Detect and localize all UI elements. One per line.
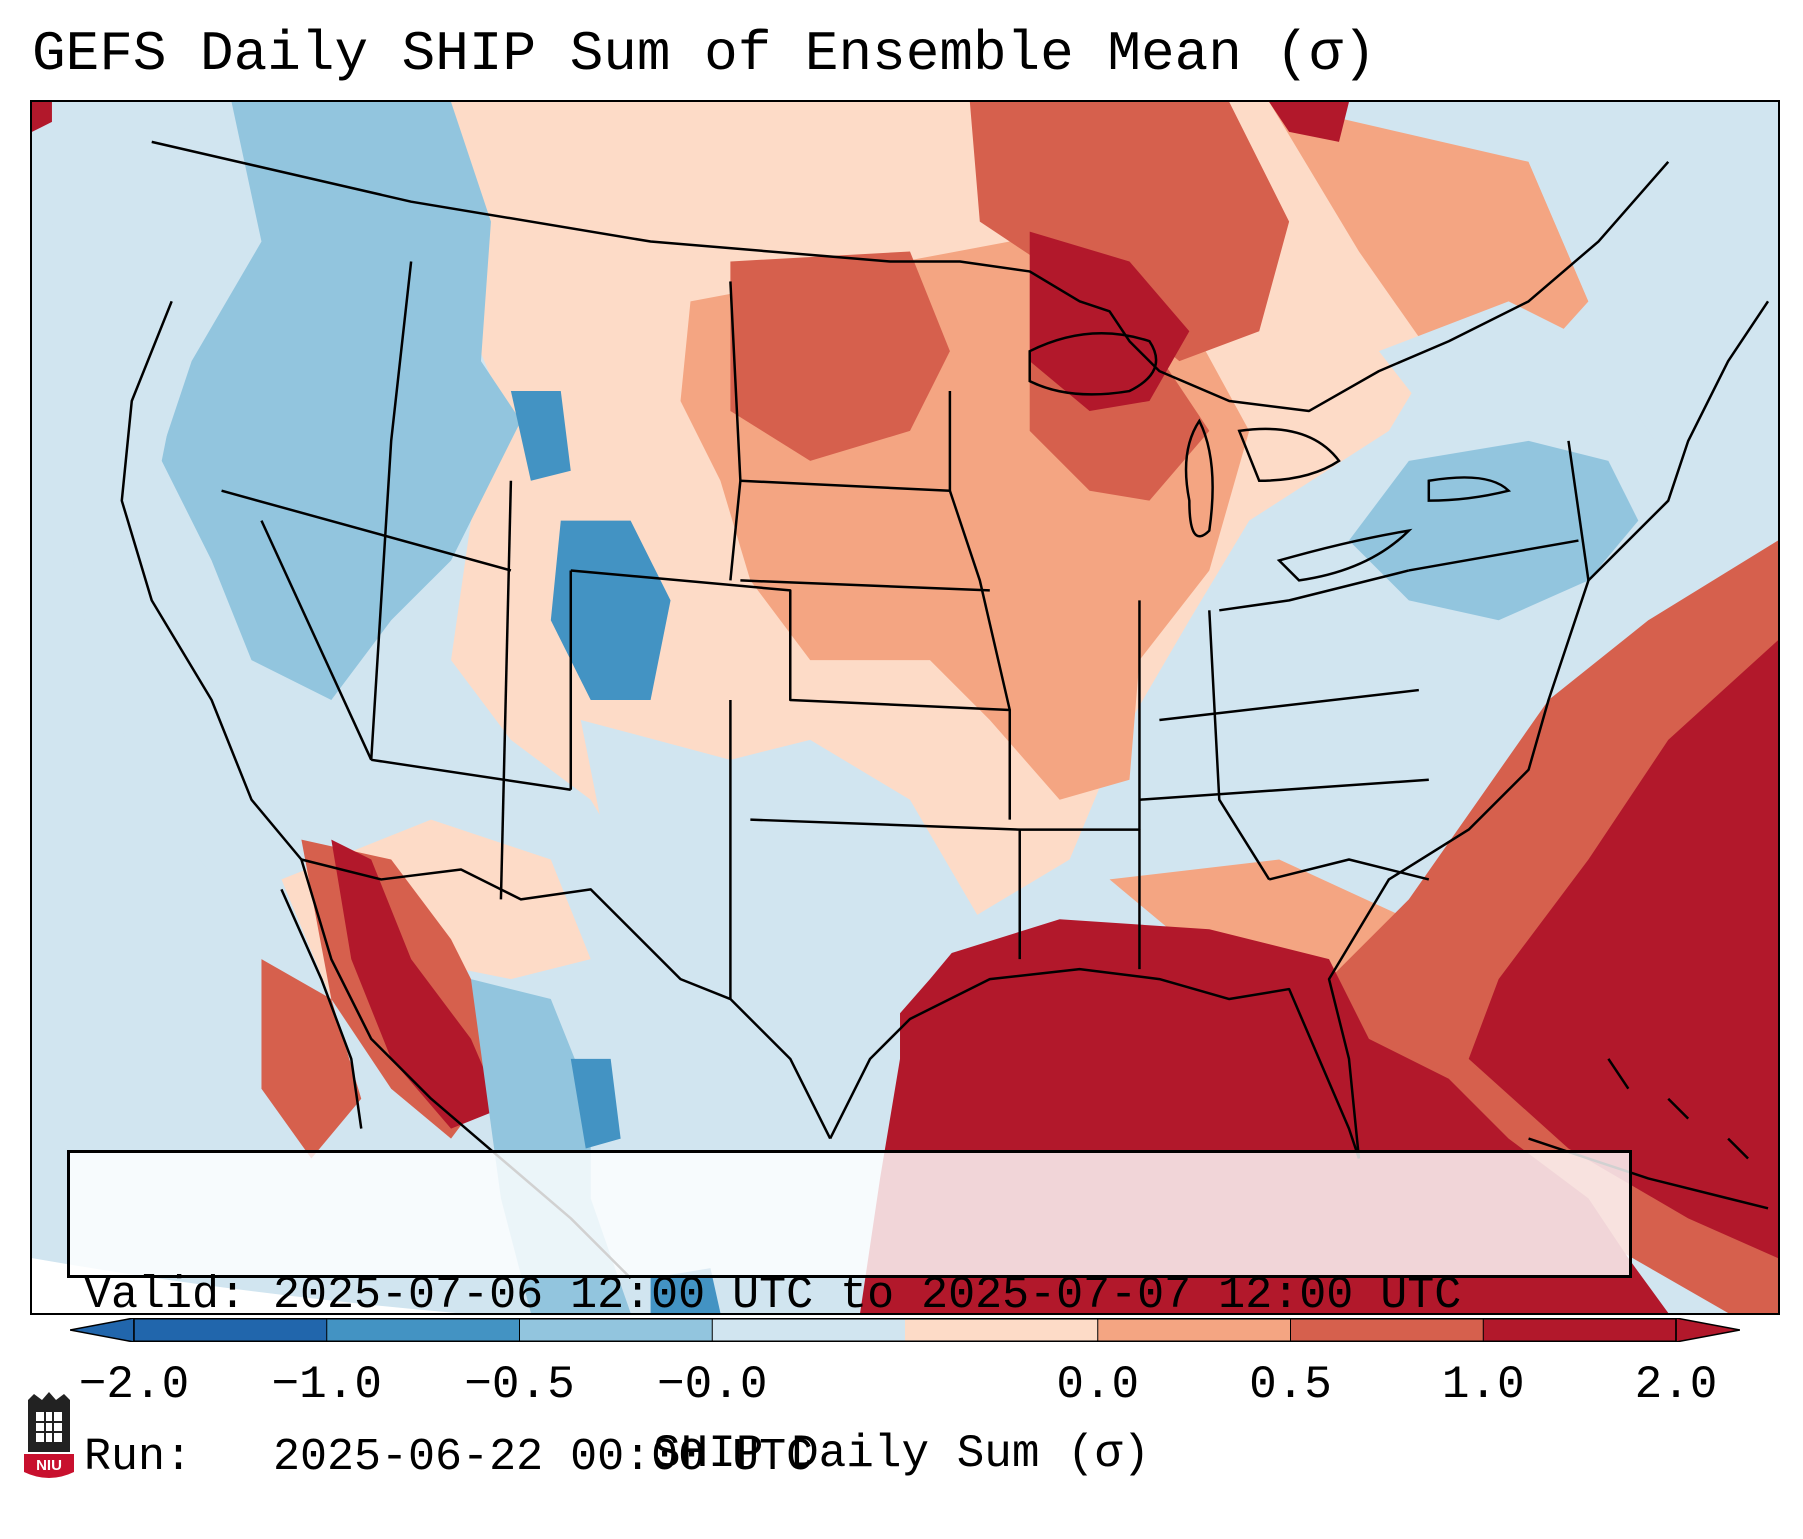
region-hudson-max <box>1269 102 1349 142</box>
region-lake-superior-max <box>1029 231 1190 411</box>
valid-time-text: Valid: 2025-07-06 12:00 UTC to 2025-07-0… <box>84 1270 1462 1321</box>
projection-edge <box>32 1258 457 1313</box>
east-coastline <box>1327 300 1770 1159</box>
gulf-coastline <box>829 967 1361 1159</box>
colorbar-over-arrow <box>1675 1318 1740 1342</box>
lake-superior <box>1028 332 1158 396</box>
map-canvas <box>32 102 1778 1313</box>
region-texas-lightest-blue <box>580 719 980 1099</box>
region-wyoming-dark-blue <box>510 391 571 481</box>
us-canada-border <box>151 140 1670 413</box>
region-atlantic-max <box>1468 640 1778 1259</box>
lake-huron <box>1237 427 1341 482</box>
region-northeast-light-blue <box>1348 440 1639 621</box>
region-sierra-dark-blue <box>570 1058 621 1149</box>
region-maritimes-lightest-blue <box>1528 102 1778 521</box>
baja-peninsula <box>280 888 363 1129</box>
niu-logo: NIU <box>20 1392 78 1482</box>
colorbar-segment-6 <box>1290 1318 1484 1342</box>
region-mexico-dark-blue <box>650 1268 721 1313</box>
map-panel[interactable] <box>30 100 1780 1315</box>
colorbar-tick-label: 2.0 <box>1634 1359 1718 1411</box>
colorbar-segment-1 <box>326 1318 520 1342</box>
colorbar-tick-label: −0.5 <box>464 1359 575 1411</box>
colorbar-under-arrow <box>70 1318 135 1342</box>
colorbar-segment-0 <box>134 1318 328 1342</box>
run-time-text: Run: 2025-06-22 00:00 UTC <box>84 1432 814 1483</box>
lake-erie <box>1276 528 1413 582</box>
colorbar-tick-label: 0.0 <box>1056 1359 1140 1411</box>
region-west-coast-lightest-blue <box>51 102 292 900</box>
region-gulf-of-california-max <box>331 839 501 1129</box>
west-coastline <box>120 300 303 861</box>
region-dakotas-dark-red <box>730 251 950 461</box>
colorbar-label: SHIP Daily Sum (σ) <box>653 1428 1150 1480</box>
colorbar-segment-5 <box>1097 1318 1291 1342</box>
colorbar-segment-3 <box>712 1318 906 1342</box>
colorbar-tick-label: −0.0 <box>657 1359 768 1411</box>
colorbar-tick-label: −1.0 <box>271 1359 382 1411</box>
colorbar-segment-4 <box>905 1318 1099 1342</box>
colorbar-tick-label: 1.0 <box>1441 1359 1525 1411</box>
us-mexico-border <box>301 858 832 1140</box>
svg-text:NIU: NIU <box>36 1457 62 1474</box>
great-lakes-outlines <box>1028 332 1512 582</box>
colorbar-tick-label: −2.0 <box>78 1359 190 1411</box>
niu-logo-icon: NIU <box>24 1392 74 1478</box>
colorbar-graphic <box>70 1318 1740 1342</box>
region-new-england-lightest-blue <box>1378 301 1589 441</box>
colorbar-segment-2 <box>519 1318 713 1342</box>
region-colorado-dark-blue <box>550 520 671 701</box>
region-baja-west-dark-red <box>261 959 362 1159</box>
colorbar-tick-label: 0.5 <box>1249 1359 1332 1411</box>
colorbar <box>70 1318 1740 1342</box>
colorbar-segment-7 <box>1483 1318 1677 1342</box>
region-nw-corner-max <box>32 102 52 132</box>
valid-run-info-box: Valid: 2025-07-06 12:00 UTC to 2025-07-0… <box>67 1150 1632 1483</box>
bahamas <box>1607 1058 1749 1160</box>
political-borders <box>120 140 1770 1279</box>
region-ohio-valley-lightest-blue <box>1209 560 1429 720</box>
lake-michigan <box>1184 418 1214 538</box>
map-title: GEFS Daily SHIP Sum of Ensemble Mean (σ) <box>32 22 1377 86</box>
lake-ontario <box>1427 476 1512 502</box>
region-ontario-dark-red <box>969 102 1290 362</box>
